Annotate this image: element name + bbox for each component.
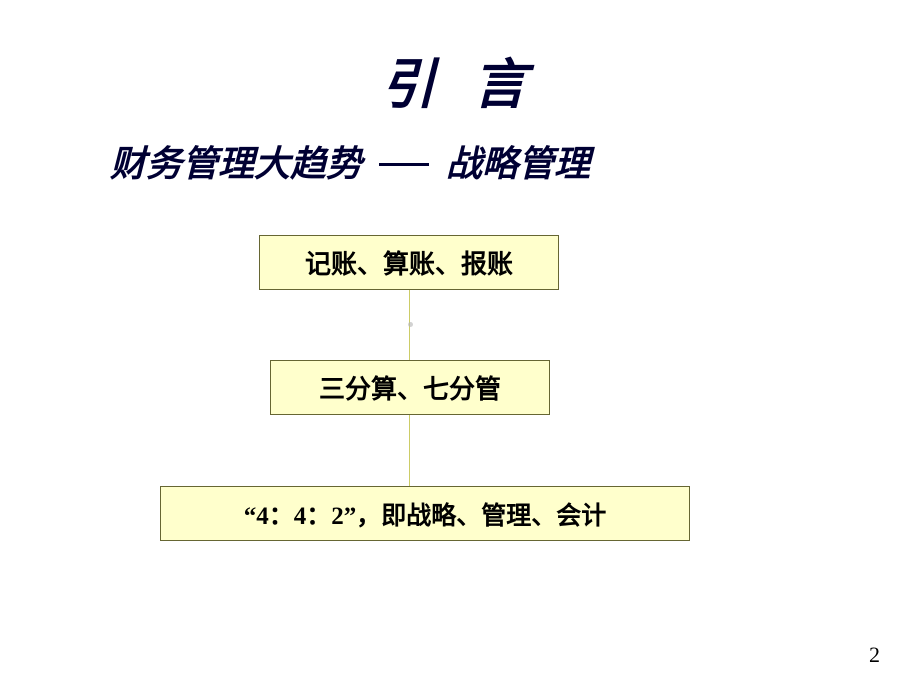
flow-box-2-text: 三分算、七分管 xyxy=(319,369,501,406)
flow-box-1-text: 记账、算账、报账 xyxy=(305,244,513,281)
slide-title: 引 言 xyxy=(0,40,920,119)
slide-subtitle: 财务管理大趋势 战略管理 xyxy=(110,135,590,187)
page-number: 2 xyxy=(869,642,880,668)
connector-line-2 xyxy=(409,415,410,486)
center-marker-icon xyxy=(408,322,413,327)
flow-box-1: 记账、算账、报账 xyxy=(259,235,559,290)
subtitle-part2: 战略管理 xyxy=(446,144,590,184)
subtitle-dash xyxy=(379,163,429,166)
flow-box-3: “4：4：2”，即战略、管理、会计 xyxy=(160,486,690,541)
flow-box-2: 三分算、七分管 xyxy=(270,360,550,415)
subtitle-part1: 财务管理大趋势 xyxy=(110,144,362,184)
flow-box-3-text: “4：4：2”，即战略、管理、会计 xyxy=(244,496,607,532)
